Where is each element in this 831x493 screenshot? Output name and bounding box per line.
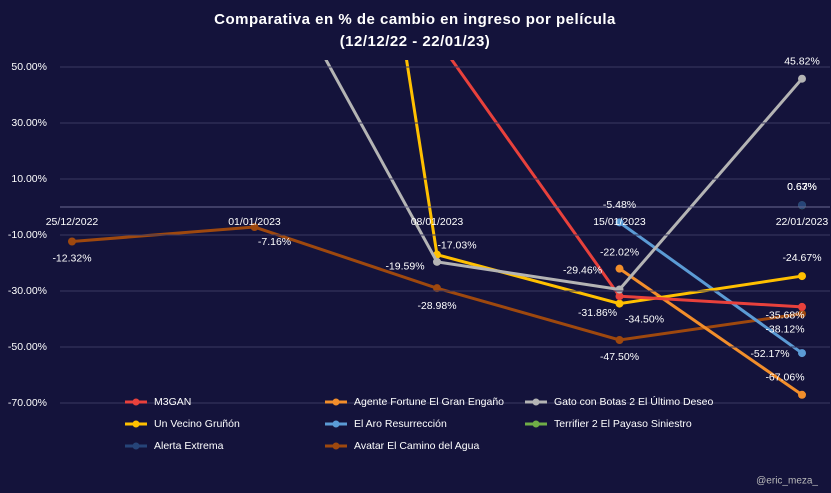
watermark: @eric_meza_ <box>756 476 818 487</box>
data-label: -17.03% <box>437 239 476 251</box>
data-label: -24.67% <box>782 252 821 264</box>
legend-label: Avatar El Camino del Agua <box>354 440 479 452</box>
legend-swatch <box>332 398 340 406</box>
series-line <box>618 267 803 397</box>
data-label: -38.12% <box>765 324 804 336</box>
legend-label: Gato con Botas 2 El Último Deseo <box>554 395 713 408</box>
data-label: -34.50% <box>625 313 664 325</box>
y-tick-label: -30.00% <box>8 285 47 297</box>
data-label: -31.86% <box>578 307 617 319</box>
data-point <box>798 201 806 210</box>
data-point <box>798 302 806 311</box>
x-tick-label: 15/01/2023 <box>593 216 646 228</box>
data-point <box>615 264 624 273</box>
data-point <box>615 299 624 308</box>
y-tick-label: -10.00% <box>8 229 47 241</box>
plot-area <box>68 60 806 399</box>
data-point <box>798 390 806 399</box>
data-label: -52.17% <box>750 348 789 360</box>
legend-swatch <box>332 420 340 428</box>
data-label: -28.98% <box>417 300 456 312</box>
data-label: -5.48% <box>603 199 636 211</box>
x-tick-label: 22/01/2023 <box>776 216 829 228</box>
legend-swatch <box>132 398 140 406</box>
x-tick-label: 25/12/2022 <box>46 216 99 228</box>
data-label: -22.02% <box>600 246 639 258</box>
series-line <box>618 221 803 355</box>
data-point <box>798 349 806 358</box>
data-point <box>433 257 441 266</box>
series-line <box>324 60 804 292</box>
data-point <box>68 237 76 246</box>
y-tick-label: -70.00% <box>8 397 47 409</box>
legend-swatch <box>332 442 340 450</box>
legend-label: Terrifier 2 El Payaso Siniestro <box>554 418 692 430</box>
data-point <box>798 309 806 318</box>
data-point <box>250 223 259 232</box>
legend-swatch <box>132 442 140 450</box>
legend-swatch <box>132 420 140 428</box>
x-tick-label: 08/01/2023 <box>411 216 464 228</box>
data-label: -47.50% <box>600 351 639 363</box>
chart-subtitle: (12/12/22 - 22/01/23) <box>340 33 491 50</box>
legend-swatch <box>532 398 540 406</box>
legend-swatch <box>532 420 540 428</box>
data-label: -12.32% <box>52 252 91 264</box>
series-line <box>405 60 803 306</box>
legend-label: Un Vecino Gruñón <box>154 418 240 430</box>
y-tick-label: 50.00% <box>11 61 47 73</box>
chart-title: Comparativa en % de cambio en ingreso po… <box>214 11 616 28</box>
legend-label: M3GAN <box>154 396 191 408</box>
data-label: 0.63% <box>787 181 817 193</box>
y-tick-label: 30.00% <box>11 117 47 129</box>
data-point <box>433 284 441 293</box>
x-tick-label: 01/01/2023 <box>228 216 281 228</box>
legend-label: Agente Fortune El Gran Engaño <box>354 396 504 408</box>
data-point <box>615 336 624 344</box>
data-label: -35.68% <box>765 310 804 322</box>
data-point <box>615 218 624 227</box>
legend-label: Alerta Extrema <box>154 440 224 452</box>
data-point <box>615 285 624 294</box>
legend-label: El Aro Resurrección <box>354 418 447 430</box>
y-tick-label: 10.00% <box>11 173 47 185</box>
data-point <box>798 272 806 281</box>
data-label: -7.16% <box>258 236 291 248</box>
data-label: -29.46% <box>563 264 602 276</box>
y-tick-label: -50.00% <box>8 341 47 353</box>
data-label: 45.82% <box>784 55 820 67</box>
data-point <box>798 74 806 83</box>
data-point <box>615 292 624 301</box>
data-label: 0.67% <box>787 181 817 193</box>
data-label: -67.06% <box>765 372 804 384</box>
data-label: -19.59% <box>385 261 424 273</box>
